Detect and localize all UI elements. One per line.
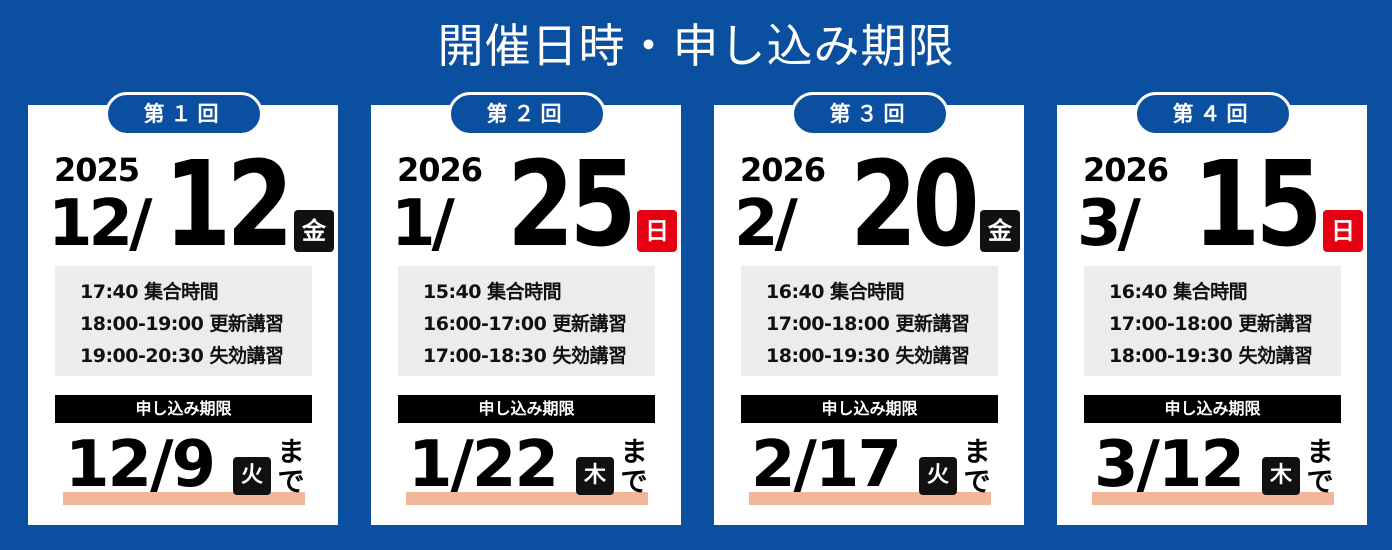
schedule-box: 15:40 集合時間 16:00-17:00 更新講習 17:00-18:30 失効… xyxy=(398,266,655,376)
event-month: 1/ xyxy=(391,187,455,261)
deadline-highlight xyxy=(63,492,305,505)
schedule-line: 17:00-18:00 更新講習 xyxy=(766,313,970,335)
event-day: 20 xyxy=(850,135,980,273)
deadline-suffix: まで xyxy=(963,437,991,498)
session-card: 第１回 2025 12/ 12 金 17:40 集合時間 18:00-19:00 … xyxy=(28,92,338,525)
deadline-suffix: まで xyxy=(620,437,648,498)
schedule-line: 18:00-19:30 失効講習 xyxy=(766,345,970,367)
schedule-line: 16:40 集合時間 xyxy=(766,281,905,303)
deadline-date: 1/22 xyxy=(408,428,559,502)
schedule-line: 16:40 集合時間 xyxy=(1109,281,1248,303)
deadline-highlight xyxy=(406,492,648,505)
schedule-line: 15:40 集合時間 xyxy=(423,281,562,303)
event-year: 2026 xyxy=(740,151,826,189)
schedule-line: 17:40 集合時間 xyxy=(80,281,219,303)
deadline-label: 申し込み期限 xyxy=(55,395,312,423)
schedule-line: 18:00-19:30 失効講習 xyxy=(1109,345,1313,367)
event-month: 2/ xyxy=(734,187,798,261)
deadline-suffix: まで xyxy=(277,437,305,498)
schedule-line: 17:00-18:00 更新講習 xyxy=(1109,313,1313,335)
deadline-weekday-badge: 木 xyxy=(576,457,614,495)
schedule-box: 16:40 集合時間 17:00-18:00 更新講習 18:00-19:30 失効… xyxy=(741,266,998,376)
session-number-badge: 第１回 xyxy=(105,92,263,136)
event-month: 12/ xyxy=(48,187,152,261)
deadline-weekday-badge: 木 xyxy=(1262,457,1300,495)
event-weekday-badge: 金 xyxy=(980,210,1020,252)
deadline-weekday-badge: 火 xyxy=(233,457,271,495)
event-year: 2026 xyxy=(1083,151,1169,189)
session-number-badge: 第２回 xyxy=(448,92,606,136)
session-number-badge: 第４回 xyxy=(1134,92,1292,136)
session-card: 第４回 2026 3/ 15 日 16:40 集合時間 17:00-18:00 更… xyxy=(1057,92,1367,525)
event-day: 12 xyxy=(164,135,294,273)
event-weekday-badge: 日 xyxy=(637,210,677,252)
event-day: 25 xyxy=(507,135,637,273)
deadline-label: 申し込み期限 xyxy=(398,395,655,423)
event-day: 15 xyxy=(1193,135,1323,273)
deadline-label: 申し込み期限 xyxy=(741,395,998,423)
page-title: 開催日時・申し込み期限 xyxy=(437,19,955,73)
schedule-line: 16:00-17:00 更新講習 xyxy=(423,313,627,335)
schedule-box: 16:40 集合時間 17:00-18:00 更新講習 18:00-19:30 失効… xyxy=(1084,266,1341,376)
event-weekday-badge: 日 xyxy=(1323,210,1363,252)
deadline-date: 2/17 xyxy=(751,428,902,502)
schedule-line: 18:00-19:00 更新講習 xyxy=(80,313,284,335)
schedule-line: 17:00-18:30 失効講習 xyxy=(423,345,627,367)
deadline-highlight xyxy=(1092,492,1334,505)
session-card: 第３回 2026 2/ 20 金 16:40 集合時間 17:00-18:00 更… xyxy=(714,92,1024,525)
event-weekday-badge: 金 xyxy=(294,210,334,252)
event-month: 3/ xyxy=(1077,187,1141,261)
session-number-badge: 第３回 xyxy=(791,92,949,136)
event-year: 2025 xyxy=(54,151,140,189)
schedule-box: 17:40 集合時間 18:00-19:00 更新講習 19:00-20:30 失効… xyxy=(55,266,312,376)
deadline-label: 申し込み期限 xyxy=(1084,395,1341,423)
deadline-suffix: まで xyxy=(1306,437,1334,498)
deadline-date: 12/9 xyxy=(65,428,216,502)
schedule-line: 19:00-20:30 失効講習 xyxy=(80,345,284,367)
deadline-highlight xyxy=(749,492,991,505)
event-year: 2026 xyxy=(397,151,483,189)
session-card: 第２回 2026 1/ 25 日 15:40 集合時間 16:00-17:00 更… xyxy=(371,92,681,525)
deadline-weekday-badge: 火 xyxy=(919,457,957,495)
deadline-date: 3/12 xyxy=(1094,428,1245,502)
